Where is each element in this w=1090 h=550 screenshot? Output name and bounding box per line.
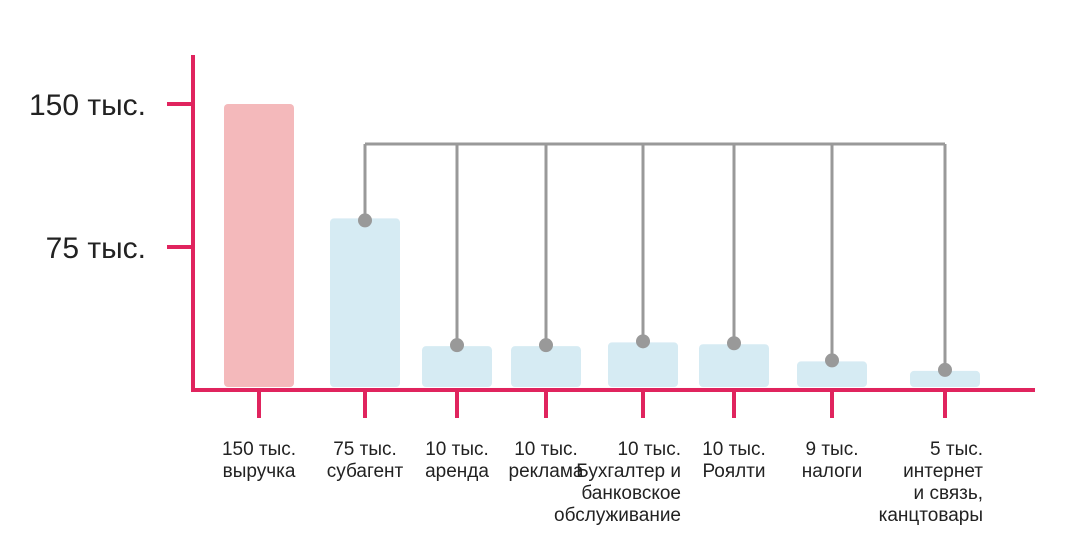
connector-dot <box>358 213 372 228</box>
x-tick-label: интернет <box>903 461 983 482</box>
x-tick-label: Роялти <box>702 461 765 482</box>
bar <box>224 104 294 387</box>
connector-dot <box>636 334 650 349</box>
x-tick-label: 75 тыс. <box>333 439 397 460</box>
x-tick-label: 10 тыс. <box>617 439 681 460</box>
x-tick-label: банковское <box>581 483 681 504</box>
bar <box>699 344 769 387</box>
x-tick-label: Бухгалтер и <box>576 461 681 482</box>
x-tick-label: субагент <box>327 461 404 482</box>
connector-dot <box>727 336 741 351</box>
x-tick-label: 9 тыс. <box>806 439 859 460</box>
y-tick-label: 75 тыс. <box>46 232 146 265</box>
x-tick-label: реклама <box>509 461 584 482</box>
bar <box>608 342 678 387</box>
x-tick-label: 10 тыс. <box>425 439 489 460</box>
x-tick-label: 5 тыс. <box>930 439 983 460</box>
x-tick-label: выручка <box>223 461 296 482</box>
x-tick-label: 10 тыс. <box>514 439 578 460</box>
x-tick-label: канцтовары <box>879 505 983 526</box>
x-tick-label: 150 тыс. <box>222 439 296 460</box>
connector-dot <box>450 338 464 353</box>
x-tick-label: и связь, <box>914 483 983 504</box>
connector-dot <box>539 338 553 353</box>
x-tick-label: налоги <box>802 461 862 482</box>
connector-dot <box>825 353 839 368</box>
connector-dot <box>938 362 952 377</box>
x-tick-label: аренда <box>425 461 489 482</box>
y-tick-label: 150 тыс. <box>29 89 146 122</box>
x-tick-label: обслуживание <box>554 505 681 526</box>
bar <box>422 346 492 387</box>
bar <box>797 361 867 387</box>
bar <box>330 218 400 387</box>
bar <box>910 370 980 387</box>
bar <box>511 346 581 387</box>
x-tick-label: 10 тыс. <box>702 439 766 460</box>
